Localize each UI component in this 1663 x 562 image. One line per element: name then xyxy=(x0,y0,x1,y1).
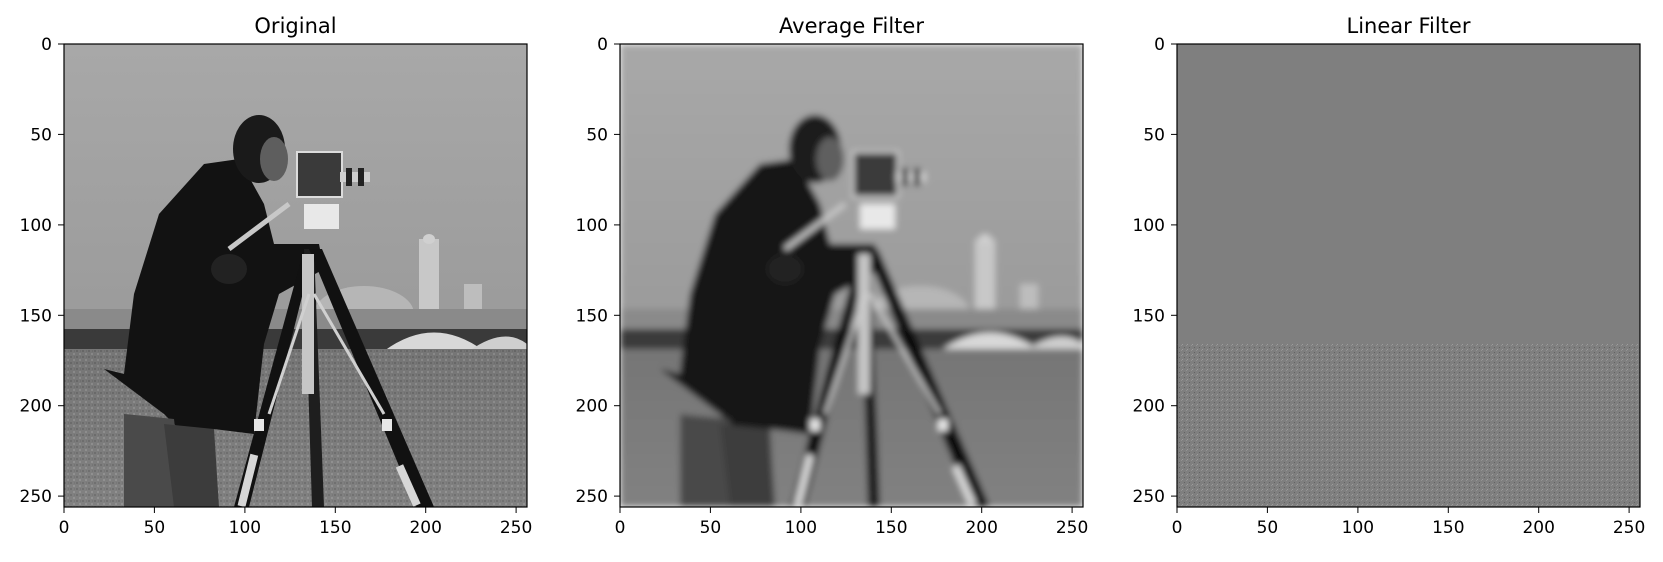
x-tick-200: 200 xyxy=(409,507,442,538)
svg-text:100: 100 xyxy=(1342,518,1374,538)
svg-text:0: 0 xyxy=(615,518,626,538)
y-tick-150: 150 xyxy=(20,306,64,326)
x-tick-50: 50 xyxy=(144,507,166,538)
svg-text:150: 150 xyxy=(319,518,351,538)
y-tick-0: 0 xyxy=(41,35,64,55)
x-tick-250: 250 xyxy=(1056,507,1088,538)
svg-text:100: 100 xyxy=(576,216,608,236)
svg-text:50: 50 xyxy=(1257,518,1279,538)
svg-text:50: 50 xyxy=(30,125,52,145)
svg-text:0: 0 xyxy=(1172,518,1183,538)
panel-title-original: Original xyxy=(254,14,336,38)
svg-text:250: 250 xyxy=(1133,487,1165,507)
y-tick-200: 200 xyxy=(20,397,64,417)
svg-text:50: 50 xyxy=(1143,125,1165,145)
y-tick-200: 200 xyxy=(1133,397,1177,417)
panel-title-linear-filter: Linear Filter xyxy=(1347,14,1471,38)
x-tick-0: 0 xyxy=(59,507,70,538)
svg-text:0: 0 xyxy=(59,518,70,538)
y-tick-250: 250 xyxy=(1133,487,1177,507)
svg-text:200: 200 xyxy=(1133,397,1165,417)
y-tick-0: 0 xyxy=(1154,35,1177,55)
image-original xyxy=(64,44,527,507)
svg-text:150: 150 xyxy=(1432,518,1464,538)
svg-text:150: 150 xyxy=(20,306,52,326)
y-axis-average-filter: 0 50 100 150 200 250 xyxy=(576,35,620,507)
svg-text:200: 200 xyxy=(409,518,441,538)
y-tick-150: 150 xyxy=(1133,306,1177,326)
x-tick-100: 100 xyxy=(229,507,261,538)
x-tick-150: 150 xyxy=(1432,507,1465,538)
y-tick-0: 0 xyxy=(597,35,620,55)
panel-linear-filter: Linear Filter 0 50 100 150 200 250 0 50 … xyxy=(1133,14,1646,538)
panel-title-average-filter: Average Filter xyxy=(779,14,924,38)
x-tick-50: 50 xyxy=(1257,507,1279,538)
x-tick-150: 150 xyxy=(875,507,908,538)
x-tick-100: 100 xyxy=(1342,507,1374,538)
x-tick-50: 50 xyxy=(700,507,722,538)
svg-text:100: 100 xyxy=(1133,216,1165,236)
y-tick-100: 100 xyxy=(1133,216,1177,236)
svg-text:100: 100 xyxy=(785,518,817,538)
svg-text:150: 150 xyxy=(576,306,608,326)
panel-average-filter: Average Filter 0 50 100 150 200 250 0 50… xyxy=(576,14,1089,538)
x-axis-original: 0 50 100 150 200 250 xyxy=(59,507,532,538)
svg-text:150: 150 xyxy=(875,518,907,538)
image-average-filter xyxy=(620,44,1083,507)
y-axis-original: 0 50 100 150 200 250 xyxy=(20,35,64,507)
x-tick-250: 250 xyxy=(1613,507,1645,538)
svg-text:50: 50 xyxy=(586,125,608,145)
panel-original: Original 0 50 100 150 200 250 0 50 100 1… xyxy=(20,14,533,538)
y-tick-100: 100 xyxy=(576,216,620,236)
svg-text:200: 200 xyxy=(20,397,52,417)
svg-text:250: 250 xyxy=(20,487,52,507)
x-tick-250: 250 xyxy=(500,507,532,538)
svg-text:0: 0 xyxy=(41,35,52,55)
y-tick-50: 50 xyxy=(1143,125,1177,145)
y-tick-150: 150 xyxy=(576,306,620,326)
svg-text:250: 250 xyxy=(576,487,608,507)
y-tick-50: 50 xyxy=(586,125,620,145)
y-tick-50: 50 xyxy=(30,125,64,145)
svg-text:200: 200 xyxy=(576,397,608,417)
x-axis-average-filter: 0 50 100 150 200 250 xyxy=(615,507,1088,538)
svg-text:250: 250 xyxy=(500,518,532,538)
svg-text:0: 0 xyxy=(1154,35,1165,55)
svg-text:250: 250 xyxy=(1056,518,1088,538)
x-axis-linear-filter: 0 50 100 150 200 250 xyxy=(1172,507,1645,538)
y-tick-250: 250 xyxy=(20,487,64,507)
svg-text:0: 0 xyxy=(597,35,608,55)
svg-text:200: 200 xyxy=(1522,518,1554,538)
svg-text:50: 50 xyxy=(144,518,166,538)
x-tick-100: 100 xyxy=(785,507,817,538)
svg-text:50: 50 xyxy=(700,518,722,538)
x-tick-200: 200 xyxy=(965,507,998,538)
svg-text:100: 100 xyxy=(20,216,52,236)
x-tick-0: 0 xyxy=(615,507,626,538)
image-linear-filter xyxy=(1177,44,1640,507)
svg-text:150: 150 xyxy=(1133,306,1165,326)
x-tick-150: 150 xyxy=(319,507,352,538)
y-tick-250: 250 xyxy=(576,487,620,507)
svg-text:250: 250 xyxy=(1613,518,1645,538)
svg-text:200: 200 xyxy=(965,518,997,538)
svg-text:100: 100 xyxy=(229,518,261,538)
y-axis-linear-filter: 0 50 100 150 200 250 xyxy=(1133,35,1177,507)
x-tick-0: 0 xyxy=(1172,507,1183,538)
y-tick-100: 100 xyxy=(20,216,64,236)
y-tick-200: 200 xyxy=(576,397,620,417)
x-tick-200: 200 xyxy=(1522,507,1555,538)
